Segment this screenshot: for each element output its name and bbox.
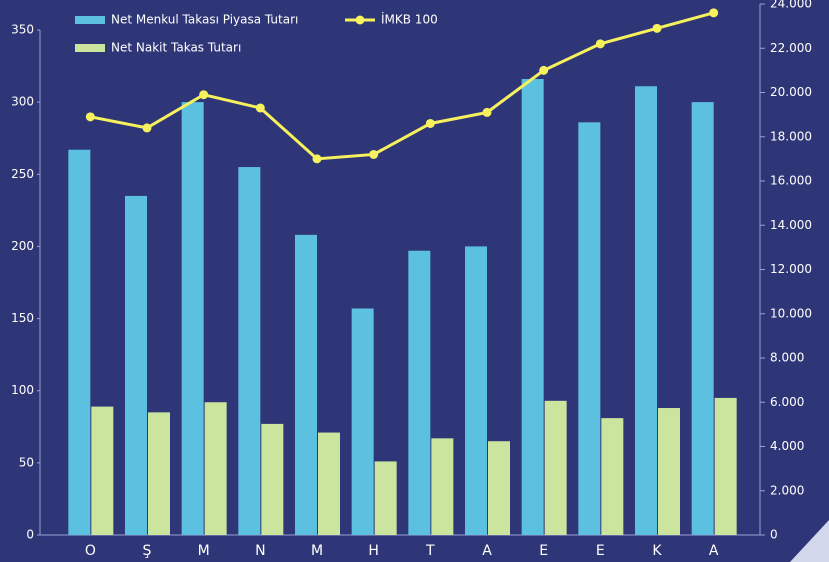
bar xyxy=(148,412,170,535)
y2-tick-label: 18.000 xyxy=(770,129,812,143)
line-point xyxy=(709,8,719,18)
y2-tick-label: 24.000 xyxy=(770,0,812,11)
legend-swatch xyxy=(75,44,105,52)
y2-tick-label: 4.000 xyxy=(770,439,804,453)
corner-decoration xyxy=(790,520,829,562)
x-tick-label: O xyxy=(85,543,96,559)
y-tick-label: 250 xyxy=(11,167,34,181)
bar xyxy=(351,308,374,535)
bar xyxy=(658,408,680,535)
x-tick-label: H xyxy=(368,543,379,559)
y-tick-label: 150 xyxy=(11,311,34,325)
bar xyxy=(488,441,510,535)
line-point xyxy=(85,112,95,122)
x-tick-label: M xyxy=(311,543,323,559)
line-point xyxy=(255,103,265,113)
bar xyxy=(521,79,544,536)
bar xyxy=(125,195,147,535)
bar xyxy=(544,400,567,535)
line-point xyxy=(142,123,152,133)
x-tick-label: E xyxy=(596,543,605,559)
legend-label: İMKB 100 xyxy=(381,12,438,27)
legend-label: Net Menkul Takası Piyasa Tutarı xyxy=(111,13,298,27)
y-tick-label: 100 xyxy=(11,383,34,397)
bar xyxy=(91,406,114,535)
y2-tick-label: 16.000 xyxy=(770,174,812,188)
bar xyxy=(181,102,204,535)
x-tick-label: N xyxy=(255,543,265,559)
bar xyxy=(691,102,714,535)
line xyxy=(90,11,715,161)
bar xyxy=(318,432,340,535)
bar xyxy=(431,438,454,535)
bar xyxy=(601,418,624,535)
legend-label: Net Nakit Takas Tutarı xyxy=(111,41,241,55)
line-point xyxy=(595,39,605,49)
bar xyxy=(465,246,487,536)
x-tick-label: A xyxy=(709,543,719,559)
bar xyxy=(204,402,227,535)
y2-tick-label: 0 xyxy=(770,528,778,542)
bar xyxy=(578,122,601,536)
y2-tick-label: 8.000 xyxy=(770,351,804,365)
y2-tick-label: 22.000 xyxy=(770,41,812,55)
y-tick-label: 350 xyxy=(11,22,34,36)
bar xyxy=(714,397,737,535)
y2-tick-label: 6.000 xyxy=(770,395,804,409)
bar xyxy=(635,86,657,535)
y-tick-label: 50 xyxy=(19,455,34,469)
y2-tick-label: 12.000 xyxy=(770,262,812,276)
bar xyxy=(68,149,91,535)
legend-swatch xyxy=(75,16,105,24)
bar xyxy=(261,423,284,535)
line-point xyxy=(652,23,662,33)
bar xyxy=(374,461,397,535)
x-tick-label: M xyxy=(198,543,210,559)
line-point xyxy=(539,65,549,75)
y2-tick-label: 14.000 xyxy=(770,218,812,232)
y-tick-label: 300 xyxy=(11,95,34,109)
line-point xyxy=(369,149,379,159)
legend-swatch xyxy=(355,15,365,25)
x-tick-label: T xyxy=(425,543,435,559)
bar xyxy=(238,167,261,535)
x-tick-label: K xyxy=(652,543,662,559)
x-tick-label: A xyxy=(482,543,492,559)
line-point xyxy=(312,154,322,164)
bar xyxy=(408,250,431,535)
line-point xyxy=(482,107,492,117)
y-tick-label: 0 xyxy=(26,528,34,542)
y-tick-label: 200 xyxy=(11,239,34,253)
x-tick-label: Ş xyxy=(143,543,152,559)
x-tick-label: E xyxy=(539,543,548,559)
y2-tick-label: 20.000 xyxy=(770,85,812,99)
y2-tick-label: 2.000 xyxy=(770,483,804,497)
bar xyxy=(295,234,317,535)
y2-tick-label: 10.000 xyxy=(770,306,812,320)
line-point xyxy=(425,118,435,128)
line-point xyxy=(199,90,209,100)
